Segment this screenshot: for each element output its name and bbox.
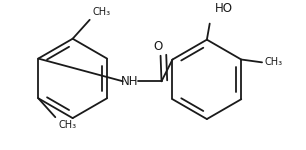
Text: NH: NH (121, 75, 138, 88)
Text: O: O (153, 40, 162, 53)
Text: CH₃: CH₃ (58, 120, 76, 130)
Text: CH₃: CH₃ (92, 7, 111, 17)
Text: HO: HO (215, 2, 233, 15)
Text: CH₃: CH₃ (265, 57, 283, 67)
